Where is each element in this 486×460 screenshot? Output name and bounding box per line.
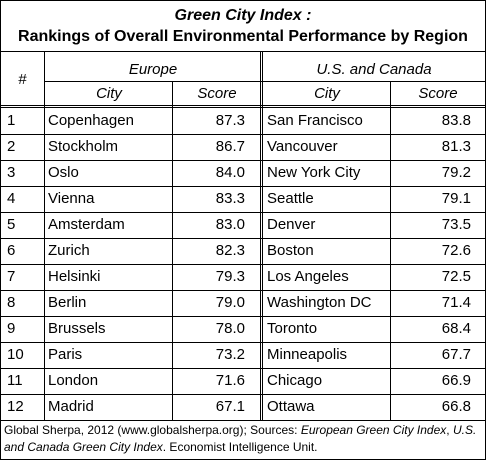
score-cell: 66.8	[441, 398, 471, 415]
rank-cell: 9	[7, 320, 16, 337]
city-cell: Seattle	[267, 190, 314, 207]
rank-cell: 2	[7, 138, 16, 155]
score-cell: 67.7	[441, 346, 471, 363]
column-header: Score	[418, 85, 458, 102]
score-cell: 83.3	[215, 190, 245, 207]
city-cell: Minneapolis	[267, 346, 348, 363]
city-cell: Copenhagen	[48, 112, 134, 129]
city-cell: Oslo	[48, 164, 79, 181]
rank-cell: 10	[7, 346, 24, 363]
footnote-text: Global Sherpa, 2012 (www.globalsherpa.or…	[4, 423, 301, 437]
score-cell: 79.3	[215, 268, 245, 285]
title: Green City Index :	[174, 7, 312, 24]
score-cell: 81.3	[441, 138, 471, 155]
city-cell: Amsterdam	[48, 216, 125, 233]
footnote-text: ,	[446, 423, 453, 437]
city-cell: Vienna	[48, 190, 95, 207]
subtitle: Rankings of Overall Environmental Perfor…	[18, 28, 468, 45]
footnote: Global Sherpa, 2012 (www.globalsherpa.or…	[4, 422, 482, 456]
group-header: U.S. and Canada	[316, 61, 432, 78]
group-header: Europe	[128, 61, 178, 78]
rank-cell: 1	[7, 112, 16, 129]
city-cell: Zurich	[48, 242, 90, 259]
city-cell: Paris	[48, 346, 83, 363]
score-cell: 66.9	[441, 372, 471, 389]
footnote-text: . Economist Intelligence Unit.	[162, 440, 318, 454]
score-cell: 79.2	[441, 164, 471, 181]
city-cell: Madrid	[48, 398, 94, 415]
score-cell: 84.0	[215, 164, 245, 181]
city-cell: Ottawa	[267, 398, 315, 415]
score-cell: 71.4	[441, 294, 471, 311]
rank-cell: 3	[7, 164, 16, 181]
city-cell: Brussels	[48, 320, 106, 337]
score-cell: 67.1	[215, 398, 245, 415]
rank-cell: 4	[7, 190, 16, 207]
score-cell: 78.0	[215, 320, 245, 337]
score-cell: 83.0	[215, 216, 245, 233]
city-cell: Stockholm	[48, 138, 119, 155]
rank-cell: 7	[7, 268, 16, 285]
score-cell: 73.2	[215, 346, 245, 363]
score-cell: 71.6	[215, 372, 245, 389]
score-cell: 83.8	[441, 112, 471, 129]
column-header: City	[96, 85, 122, 102]
rank-header: #	[18, 71, 27, 88]
city-cell: Chicago	[267, 372, 323, 389]
city-cell: Berlin	[48, 294, 87, 311]
column-header: City	[314, 85, 340, 102]
city-cell: New York City	[267, 164, 361, 181]
score-cell: 79.0	[215, 294, 245, 311]
score-cell: 68.4	[441, 320, 471, 337]
score-cell: 72.5	[441, 268, 471, 285]
footnote-source: European Green City Index	[300, 423, 447, 437]
city-cell: Boston	[267, 242, 314, 259]
city-cell: Helsinki	[48, 268, 101, 285]
city-cell: San Francisco	[267, 112, 363, 129]
rank-cell: 8	[7, 294, 16, 311]
score-cell: 73.5	[441, 216, 471, 233]
rank-cell: 12	[7, 398, 24, 415]
city-cell: Toronto	[267, 320, 318, 337]
footnote-source: U.S. and Canada Green City Index	[4, 423, 477, 454]
score-cell: 82.3	[215, 242, 245, 259]
rank-cell: 5	[7, 216, 16, 233]
city-cell: London	[48, 372, 99, 389]
city-cell: Vancouver	[267, 138, 338, 155]
score-cell: 86.7	[215, 138, 245, 155]
score-cell: 79.1	[441, 190, 471, 207]
rank-cell: 6	[7, 242, 16, 259]
city-cell: Los Angeles	[267, 268, 349, 285]
score-cell: 87.3	[215, 112, 245, 129]
column-header: Score	[197, 85, 237, 102]
score-cell: 72.6	[441, 242, 471, 259]
city-cell: Washington DC	[267, 294, 372, 311]
rank-cell: 11	[7, 372, 23, 389]
city-cell: Denver	[267, 216, 316, 233]
